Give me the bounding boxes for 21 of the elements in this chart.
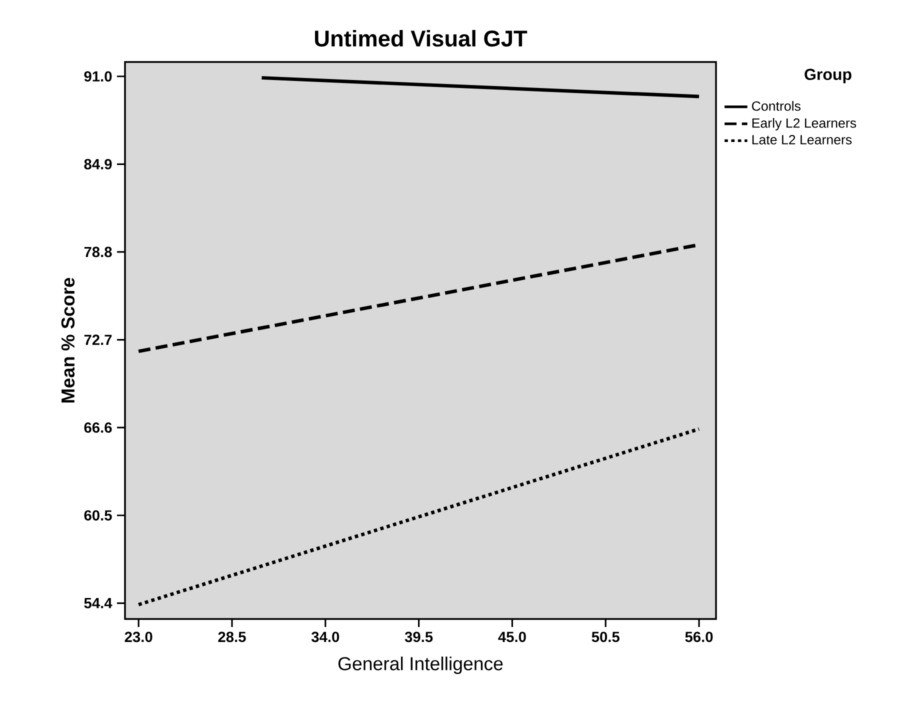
x-tick-label: 56.0 xyxy=(685,632,713,642)
legend-label: Late L2 Learners xyxy=(752,135,852,144)
y-tick-label: 78.8 xyxy=(84,246,112,258)
x-tick-label: 28.5 xyxy=(218,632,246,642)
chart-title: Untimed Visual GJT xyxy=(315,30,528,47)
y-tick-label: 72.7 xyxy=(84,334,112,345)
y-tick-label: 84.9 xyxy=(84,159,112,170)
legend-label: Early L2 Learners xyxy=(752,118,856,130)
y-axis-title: Mean % Score xyxy=(61,278,75,403)
x-tick-label: 39.5 xyxy=(404,632,433,642)
x-tick-label: 50.5 xyxy=(592,632,620,642)
y-tick-label: 91.0 xyxy=(84,71,112,82)
y-tick-label: 54.4 xyxy=(84,598,112,608)
x-axis-title: General Intelligence xyxy=(338,656,503,674)
x-tick-label: 23.0 xyxy=(124,632,152,642)
y-tick-label: 66.6 xyxy=(84,422,112,433)
x-tick-label: 34.0 xyxy=(311,632,340,642)
legend-label: Controls xyxy=(752,101,800,111)
x-tick-label: 45.0 xyxy=(498,632,526,642)
y-tick-label: 60.5 xyxy=(84,510,112,521)
legend-title: Group xyxy=(804,68,852,84)
